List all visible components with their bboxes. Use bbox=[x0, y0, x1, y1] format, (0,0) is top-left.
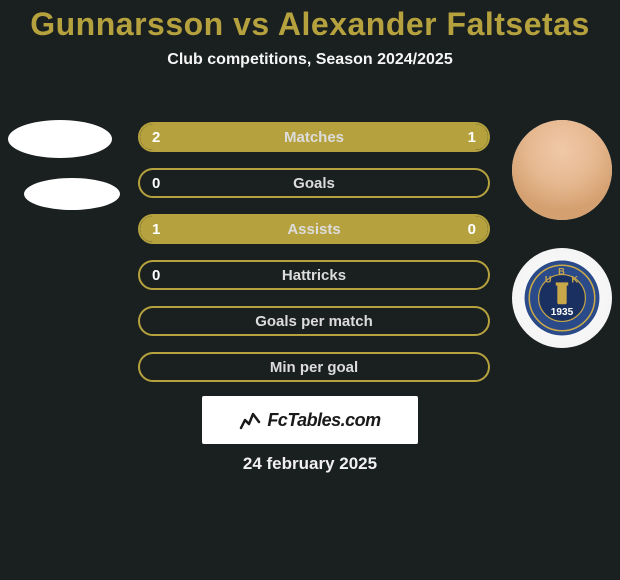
brand-icon bbox=[239, 408, 263, 432]
brand-text: FcTables.com bbox=[267, 410, 380, 431]
player1-club-crest bbox=[24, 178, 120, 210]
date-label: 24 february 2025 bbox=[0, 454, 620, 474]
stat-row: Min per goal bbox=[138, 352, 490, 382]
player1-photo bbox=[8, 120, 112, 158]
brand-badge: FcTables.com bbox=[202, 396, 418, 444]
stat-label: Matches bbox=[140, 129, 488, 146]
stat-label: Goals bbox=[140, 175, 488, 192]
stat-label: Min per goal bbox=[140, 359, 488, 376]
crest-year-text: 1935 bbox=[551, 307, 574, 318]
club-crest-icon: 1935 U B K bbox=[523, 259, 601, 337]
stat-label: Goals per match bbox=[140, 313, 488, 330]
stat-row: 21Matches bbox=[138, 122, 490, 152]
stat-rows: 21Matches 0Goals 10Assists 0Hattricks Goals … bbox=[138, 122, 490, 398]
player2-club-crest: 1935 U B K bbox=[512, 248, 612, 348]
subtitle: Club competitions, Season 2024/2025 bbox=[0, 51, 620, 69]
stat-label: Assists bbox=[140, 221, 488, 238]
right-avatars: 1935 U B K bbox=[512, 120, 612, 376]
svg-text:K: K bbox=[571, 274, 578, 284]
stat-label: Hattricks bbox=[140, 267, 488, 284]
page-title: Gunnarsson vs Alexander Faltsetas bbox=[0, 0, 620, 43]
svg-text:B: B bbox=[558, 267, 565, 277]
stat-row: 0Goals bbox=[138, 168, 490, 198]
stat-row: 0Hattricks bbox=[138, 260, 490, 290]
stat-row: 10Assists bbox=[138, 214, 490, 244]
stat-row: Goals per match bbox=[138, 306, 490, 336]
svg-text:U: U bbox=[545, 274, 552, 284]
left-avatars bbox=[8, 120, 120, 210]
player2-photo bbox=[512, 120, 612, 220]
